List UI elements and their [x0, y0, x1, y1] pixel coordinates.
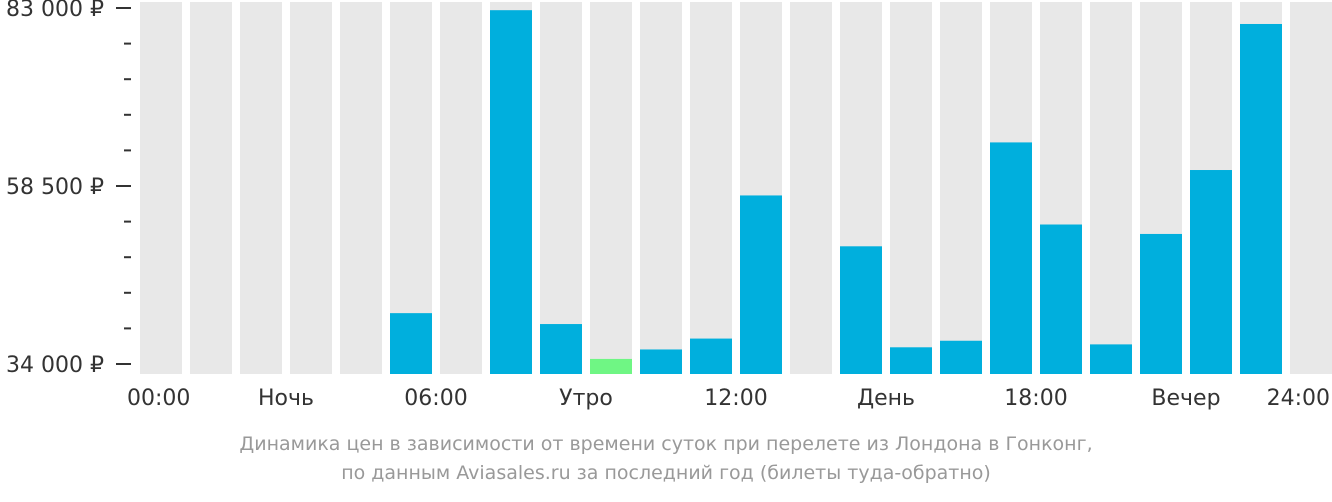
price-bar[interactable] — [890, 347, 932, 374]
hour-column-bg — [140, 2, 182, 374]
x-tick-label: Вечер — [1151, 386, 1220, 411]
price-bars — [390, 10, 1282, 374]
price-bar[interactable] — [740, 195, 782, 374]
price-bar[interactable] — [390, 313, 432, 374]
hour-column-bg — [290, 2, 332, 374]
price-bar[interactable] — [1240, 23, 1282, 374]
hour-column-bg — [240, 2, 282, 374]
hour-column-bg — [1290, 2, 1332, 374]
x-tick-label: День — [857, 386, 915, 411]
hour-column-bg — [790, 2, 832, 374]
price-bar[interactable] — [1190, 170, 1232, 374]
hour-column-bg — [340, 2, 382, 374]
hour-column-bg — [540, 2, 582, 374]
hour-column-bg — [690, 2, 732, 374]
y-tick-label: 58 500 ₽ — [6, 175, 104, 200]
price-bar[interactable] — [840, 246, 882, 374]
hour-column-bg — [940, 2, 982, 374]
hour-column-bg — [440, 2, 482, 374]
price-bar[interactable] — [540, 324, 582, 374]
x-tick-label: Ночь — [258, 386, 314, 411]
x-tick-label: 18:00 — [1004, 386, 1067, 411]
price-bar[interactable] — [1140, 233, 1182, 374]
hour-column-bg — [190, 2, 232, 374]
x-tick-label: 12:00 — [704, 386, 767, 411]
chart-subtitle: по данным Aviasales.ru за последний год … — [341, 462, 991, 484]
y-tick-label: 83 000 ₽ — [6, 0, 104, 22]
hour-column-bg — [640, 2, 682, 374]
x-tick-label: 00:00 — [127, 386, 190, 411]
x-axis: 00:00 Ночь 06:00 Утро 12:00 День 18:00 Вечер 24:… — [127, 386, 1330, 411]
y-tick-label: 34 000 ₽ — [6, 353, 104, 378]
price-bar-cheapest[interactable] — [590, 358, 632, 374]
price-bar[interactable] — [690, 338, 732, 374]
y-axis: 34 000 ₽ 58 500 ₽ 83 000 ₽ — [6, 0, 131, 378]
price-bar[interactable] — [990, 142, 1032, 374]
hour-column-bg — [890, 2, 932, 374]
x-tick-label: 06:00 — [404, 386, 467, 411]
x-tick-label: Утро — [559, 386, 613, 411]
chart-title: Динамика цен в зависимости от времени су… — [239, 433, 1093, 455]
price-by-hour-chart: 34 000 ₽ 58 500 ₽ 83 000 ₽ 00:00 Ночь 06:00 У… — [6, 0, 1332, 411]
price-bar[interactable] — [1090, 344, 1132, 374]
hour-column-bg — [590, 2, 632, 374]
price-bar[interactable] — [640, 349, 682, 374]
hour-column-bg — [1090, 2, 1132, 374]
price-bar[interactable] — [490, 10, 532, 374]
price-bar[interactable] — [940, 340, 982, 374]
price-bar[interactable] — [1040, 224, 1082, 374]
hour-column-bg — [390, 2, 432, 374]
x-tick-label: 24:00 — [1267, 386, 1330, 411]
